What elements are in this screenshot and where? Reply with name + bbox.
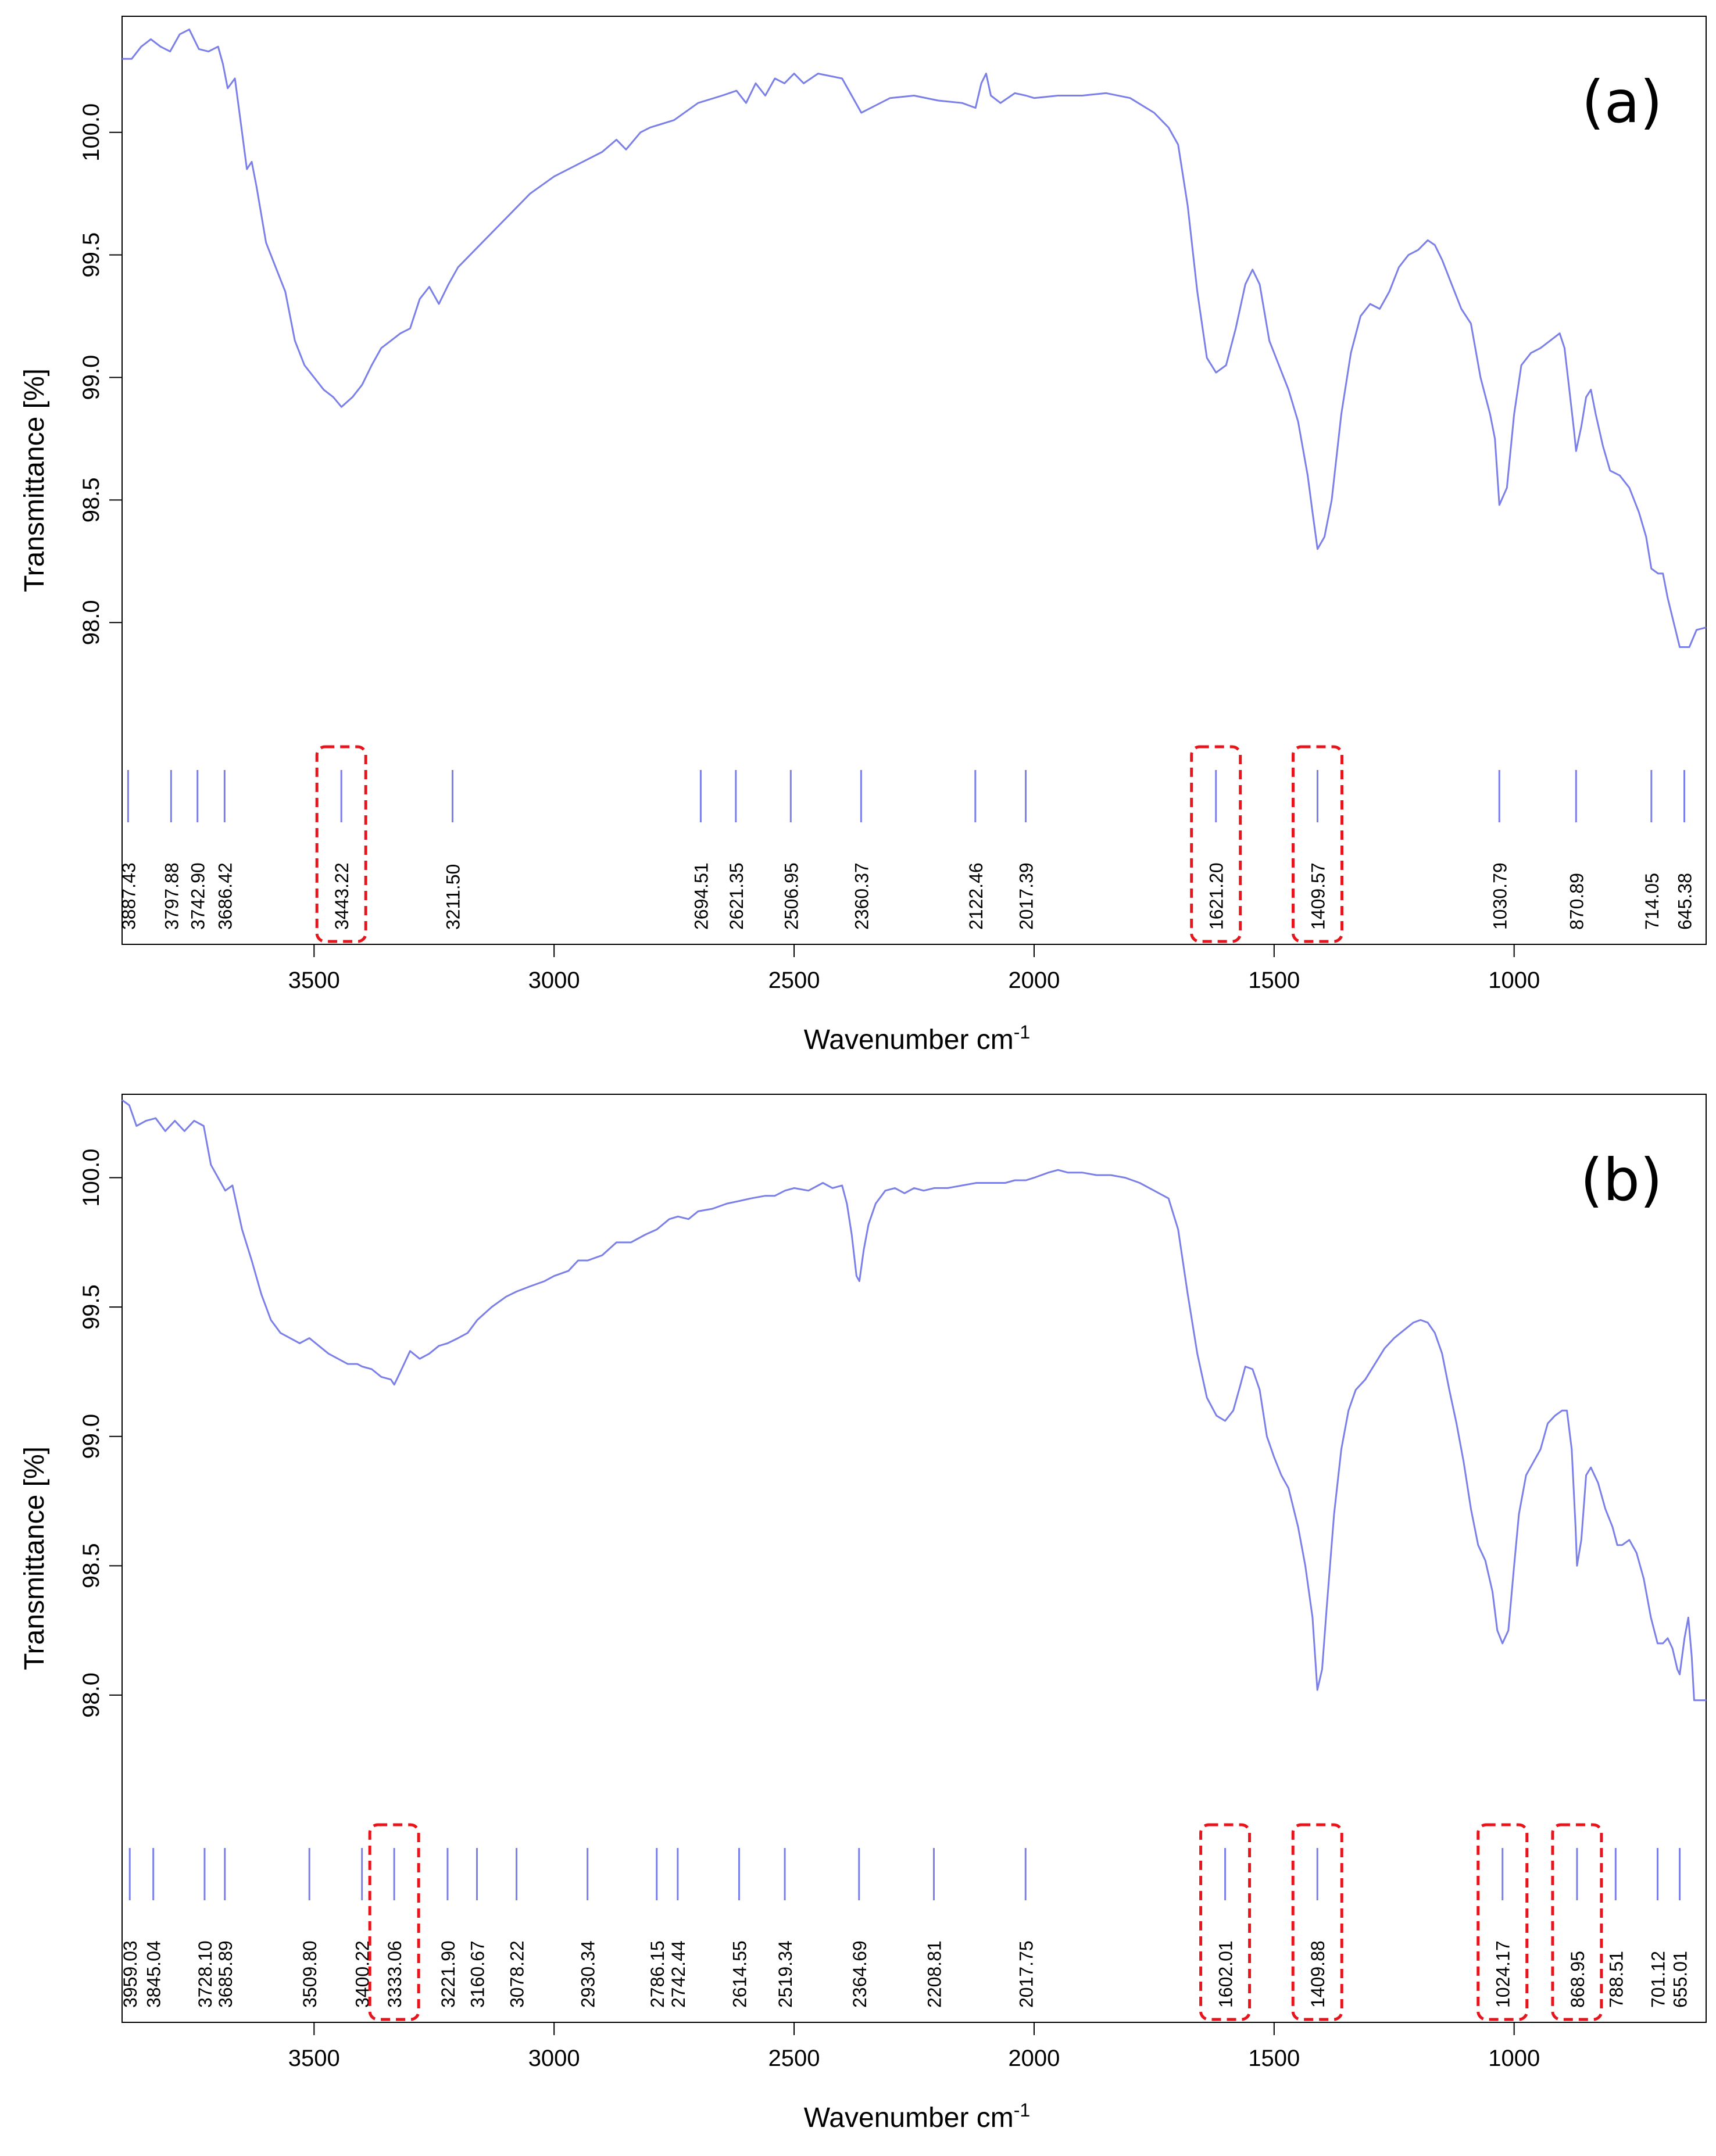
peak-label: 1409.57 xyxy=(1307,862,1328,930)
ftir-chart-a: 98.0 98.5 99.0 99.5 100.0 3500 3000 2500 2000 150… xyxy=(19,16,1707,1055)
y-tick-label: 100.0 xyxy=(78,103,104,162)
peak-label: 1030.79 xyxy=(1489,862,1510,930)
peak-label: 2694.51 xyxy=(691,862,712,930)
x-tick-label: 1500 xyxy=(1248,2046,1300,2071)
peak-label: 1409.88 xyxy=(1307,1940,1328,2008)
x-tick-label: 2000 xyxy=(1008,2046,1060,2071)
peak-label: 788.51 xyxy=(1606,1951,1626,2008)
peak-label: 3959.03 xyxy=(120,1940,141,2008)
peak-label: 2017.39 xyxy=(1016,862,1037,930)
peak-highlight-box xyxy=(1190,745,1242,943)
x-tick-label: 1000 xyxy=(1488,2046,1540,2071)
peak-highlight-box xyxy=(1199,1823,1252,2021)
peak-label: 3221.90 xyxy=(438,1940,459,2008)
peak-highlight-box xyxy=(1291,1823,1343,2021)
y-axis-title: Transmittance [%] xyxy=(19,368,50,592)
peak-label: 870.89 xyxy=(1566,873,1587,930)
peak-highlight-box xyxy=(1551,1823,1603,2021)
x-tick-label: 1000 xyxy=(1488,968,1540,993)
peak-label: 3333.06 xyxy=(384,1940,405,2008)
peak-label: 3887.43 xyxy=(118,862,139,930)
peak-label: 645.38 xyxy=(1675,873,1696,930)
peak-label: 3443.22 xyxy=(331,862,352,930)
y-tick-label: 98.0 xyxy=(78,600,104,645)
peak-label: 2742.44 xyxy=(668,1940,689,2008)
peak-label: 3211.50 xyxy=(443,864,464,930)
x-tick-label: 3500 xyxy=(288,968,340,993)
peak-label: 1621.20 xyxy=(1206,862,1227,930)
x-axis-title: Wavenumber cm-1 xyxy=(804,1022,1030,1055)
peak-highlight-box xyxy=(368,1823,420,2021)
peak-label: 655.01 xyxy=(1670,1951,1691,2008)
peak-highlight-box xyxy=(315,745,367,943)
peak-label: 2930.34 xyxy=(578,1940,599,2008)
x-axis-title-superscript: -1 xyxy=(1014,2100,1030,2121)
panel-label: (b) xyxy=(1580,1146,1663,1214)
x-tick-label: 2000 xyxy=(1008,968,1060,993)
peak-label: 2786.15 xyxy=(647,1940,668,2008)
y-tick-label: 98.5 xyxy=(78,477,104,522)
peak-highlight-box xyxy=(1477,1823,1529,2021)
peak-label: 2614.55 xyxy=(729,1940,750,2008)
peak-label: 2360.37 xyxy=(851,862,872,930)
spectrum-panel-b: 98.0 98.5 99.0 99.5 100.0 3500 3000 2500 2000 150… xyxy=(0,1078,1716,2156)
panel-label: (a) xyxy=(1582,68,1663,136)
peak-label: 3160.67 xyxy=(467,1940,488,2008)
peak-label: 714.05 xyxy=(1642,873,1663,930)
peak-label: 3509.80 xyxy=(299,1940,320,2008)
peak-label: 3728.10 xyxy=(195,1940,216,2008)
y-axis-title: Transmittance [%] xyxy=(19,1446,50,1670)
peak-label: 868.95 xyxy=(1567,1951,1588,2008)
peak-highlight-box xyxy=(1291,745,1343,943)
x-axis-title-main: Wavenumber cm xyxy=(804,1025,1014,1055)
peak-label: 701.12 xyxy=(1647,1951,1668,2008)
y-tick-label: 99.5 xyxy=(78,1284,104,1330)
spectrum-line xyxy=(122,28,1707,648)
x-axis-title-superscript: -1 xyxy=(1014,1022,1030,1043)
peak-label: 3078.22 xyxy=(507,1940,528,2008)
peak-label: 2122.46 xyxy=(966,862,986,930)
peak-label: 2621.35 xyxy=(726,862,747,930)
ftir-chart-b: 98.0 98.5 99.0 99.5 100.0 3500 3000 2500 2000 150… xyxy=(19,1094,1707,2133)
peak-label: 3685.89 xyxy=(215,1940,236,2008)
spectrum-panel-a: 98.0 98.5 99.0 99.5 100.0 3500 3000 2500 2000 150… xyxy=(19,16,1707,1055)
peak-label: 1024.17 xyxy=(1493,1940,1514,2008)
y-tick-label: 98.5 xyxy=(78,1543,104,1588)
y-tick-label: 100.0 xyxy=(78,1149,104,1207)
y-tick-label: 99.0 xyxy=(78,1414,104,1459)
peak-label: 3742.90 xyxy=(188,862,209,930)
y-tick-label: 98.0 xyxy=(78,1672,104,1718)
x-axis-title-main: Wavenumber cm xyxy=(804,2103,1014,2133)
peak-label: 2208.81 xyxy=(924,1940,945,2008)
x-tick-label: 1500 xyxy=(1248,968,1300,993)
x-axis-title: Wavenumber cm-1 xyxy=(804,2100,1030,2133)
peak-label: 3686.42 xyxy=(214,862,235,930)
x-tick-label: 3000 xyxy=(528,968,580,993)
peak-label: 2506.95 xyxy=(781,862,802,930)
plot-frame xyxy=(121,1094,1707,2023)
x-tick-label: 3000 xyxy=(528,2046,580,2071)
y-tick-label: 99.0 xyxy=(78,355,104,400)
peak-label: 1602.01 xyxy=(1216,1940,1236,2008)
peak-label: 2364.69 xyxy=(849,1940,870,2008)
peak-label: 3797.88 xyxy=(161,862,182,930)
peak-label: 3845.04 xyxy=(144,1940,165,2008)
x-tick-label: 2500 xyxy=(768,2046,820,2071)
x-tick-label: 2500 xyxy=(768,968,820,993)
peak-label: 2519.34 xyxy=(775,1940,796,2008)
plot-frame xyxy=(121,16,1707,945)
y-tick-label: 99.5 xyxy=(78,232,104,278)
x-tick-label: 3500 xyxy=(288,2046,340,2071)
peak-label: 2017.75 xyxy=(1016,1940,1036,2008)
spectrum-line xyxy=(121,1099,1706,1702)
